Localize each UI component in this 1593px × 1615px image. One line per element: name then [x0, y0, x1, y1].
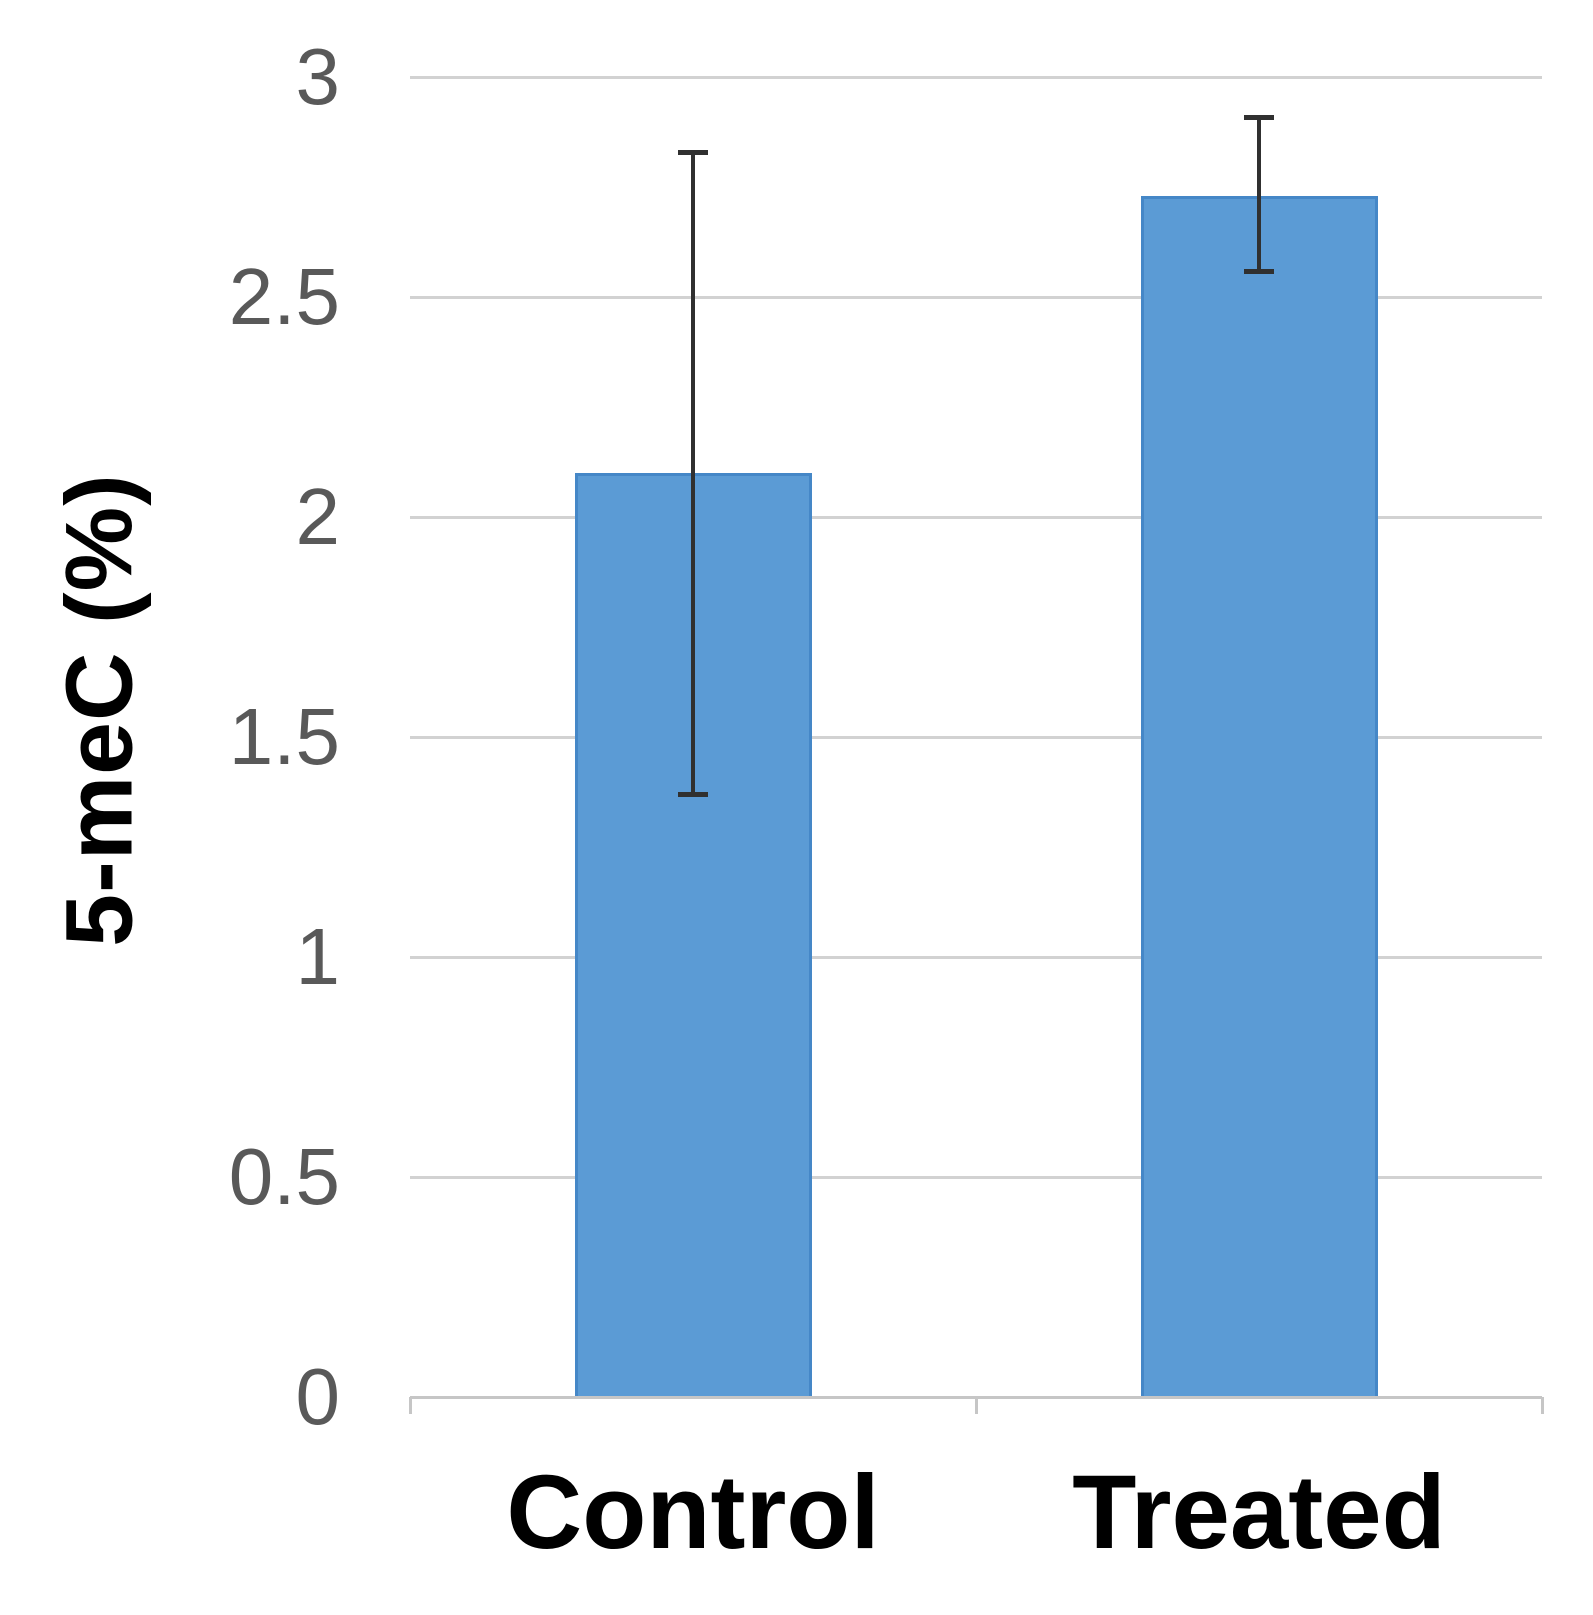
error-bar-cap-top [1244, 114, 1274, 120]
category-label-treated: Treated [1072, 1454, 1446, 1571]
gridline [410, 956, 1542, 959]
gridline [410, 76, 1542, 79]
error-bar-line [691, 151, 695, 795]
gridline [410, 1176, 1542, 1179]
gridline [410, 736, 1542, 739]
y-tick-label: 2.5 [228, 252, 340, 341]
bar-treated [1140, 195, 1378, 1397]
error-bar-cap-top [678, 149, 708, 155]
x-axis-tick [974, 1397, 978, 1414]
y-tick-label: 0 [295, 1352, 341, 1441]
y-tick-label: 2 [295, 472, 341, 561]
x-axis-tick [1540, 1397, 1544, 1414]
y-tick-label: 1 [295, 912, 341, 1001]
error-bar-cap-bottom [1244, 268, 1274, 274]
y-tick-label: 3 [295, 32, 341, 121]
error-bar-line [1257, 116, 1261, 271]
gridline [410, 516, 1542, 519]
error-bar-cap-bottom [678, 792, 708, 798]
gridline [410, 296, 1542, 299]
x-axis-tick [408, 1397, 412, 1414]
y-tick-label: 0.5 [228, 1132, 340, 1221]
category-label-control: Control [506, 1454, 880, 1571]
y-tick-label: 1.5 [228, 692, 340, 781]
